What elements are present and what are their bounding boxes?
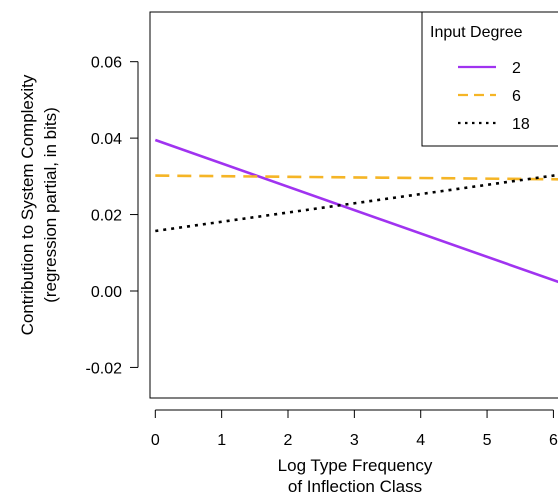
x-axis-title-line-2: of Inflection Class — [288, 477, 422, 496]
legend-label-2: 2 — [512, 60, 521, 77]
legend-title: Input Degree — [430, 24, 523, 41]
x-tick-label: 0 — [151, 432, 160, 449]
y-axis-title-line-1: Contribution to System Complexity — [18, 74, 37, 335]
x-axis: 0 1 2 3 4 5 6 — [151, 409, 558, 449]
y-axis-title-line-2: (regression partial, in bits) — [41, 107, 60, 303]
series-layer — [154, 138, 558, 284]
x-tick-label: 6 — [549, 432, 558, 449]
series-line-2 — [154, 138, 558, 284]
legend-label-6: 6 — [512, 88, 521, 105]
series-line-6 — [155, 174, 558, 181]
y-tick-label: 0.06 — [91, 55, 122, 72]
y-axis: -0.02 0.00 0.02 0.04 0.06 — [86, 55, 139, 377]
x-axis-title-line-1: Log Type Frequency — [278, 456, 433, 475]
x-tick-label: 4 — [416, 432, 425, 449]
y-tick-label: 0.00 — [91, 284, 122, 301]
series-line-18 — [155, 173, 558, 233]
y-tick-label: 0.02 — [91, 208, 122, 225]
x-tick-label: 1 — [217, 432, 226, 449]
x-tick-label: 3 — [350, 432, 359, 449]
x-tick-label: 2 — [284, 432, 293, 449]
legend-label-18: 18 — [512, 116, 530, 133]
legend-box — [421, 11, 558, 147]
y-tick-label: -0.02 — [86, 360, 123, 377]
legend: Input Degree 2 6 18 — [421, 11, 558, 147]
y-tick-label: 0.04 — [91, 131, 122, 148]
plot-frame — [149, 11, 558, 399]
x-tick-label: 5 — [483, 432, 492, 449]
